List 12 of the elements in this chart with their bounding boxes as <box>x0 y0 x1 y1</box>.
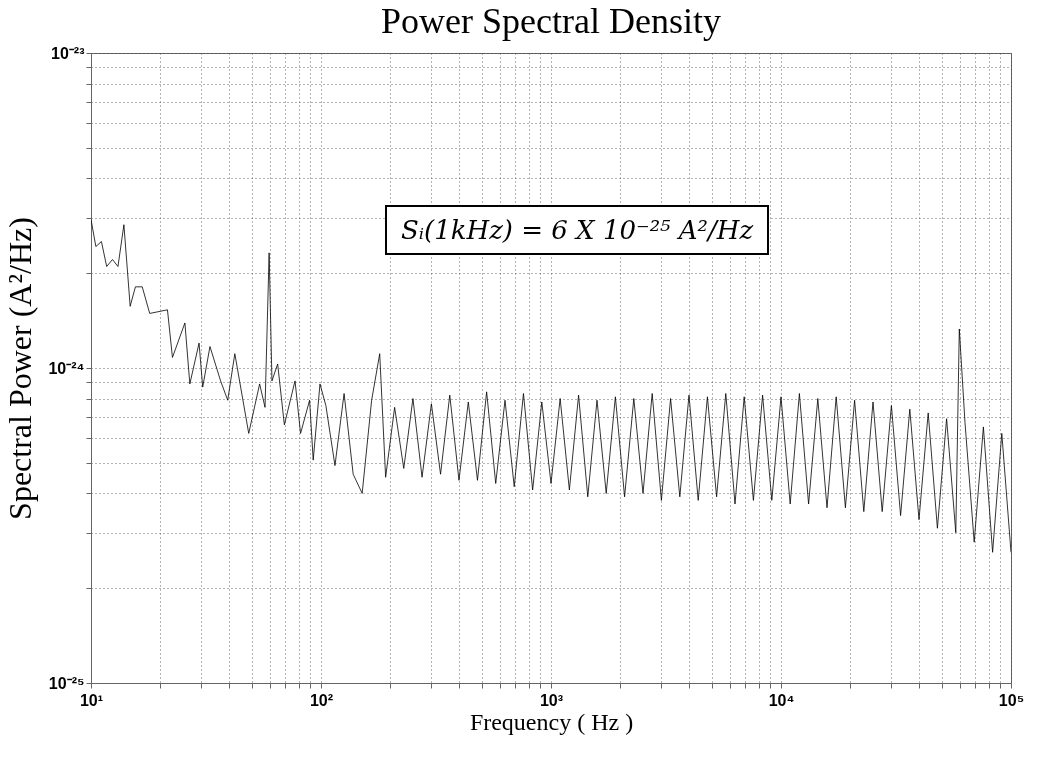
x-tick-label: 10² <box>309 691 334 709</box>
y-tick-label: 10⁻²⁵ <box>48 674 85 692</box>
y-tick-label: 10⁻²³ <box>51 44 85 62</box>
chart-title: Power Spectral Density <box>381 1 721 41</box>
y-axis-title: Spectral Power (A²/Hz) <box>2 217 39 520</box>
x-tick-label: 10⁴ <box>768 691 795 709</box>
x-axis-title: Frequency ( Hz ) <box>469 708 634 735</box>
y-tick-label: 10⁻²⁴ <box>48 359 85 377</box>
x-tick-label: 10⁵ <box>998 691 1025 709</box>
x-tick-label: 10³ <box>539 691 564 709</box>
annotation: Sᵢ(1kHz) = 6 X 10⁻²⁵ A²/Hz <box>385 205 770 255</box>
x-tick-label: 10¹ <box>79 691 104 709</box>
